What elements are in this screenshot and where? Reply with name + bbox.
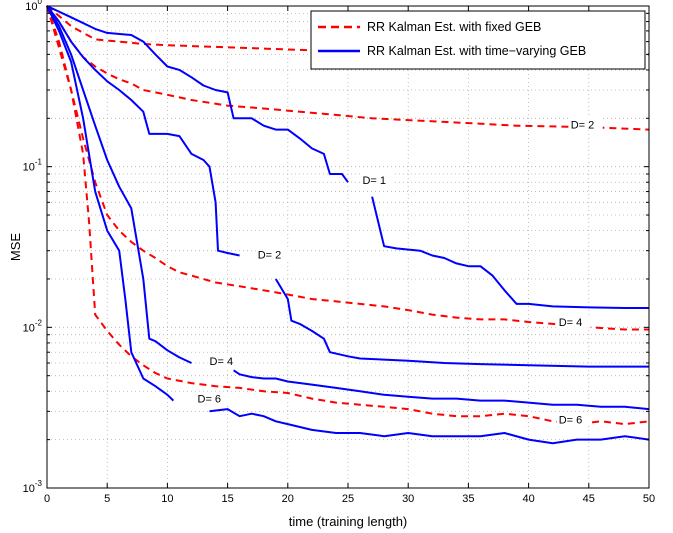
legend-label-fixed: RR Kalman Est. with fixed GEB — [367, 20, 541, 34]
annotation-label: D= 4 — [210, 356, 234, 368]
y-tick-label: 100 — [25, 0, 42, 13]
legend: RR Kalman Est. with fixed GEB RR Kalman … — [310, 10, 646, 70]
x-tick-label: 50 — [643, 493, 655, 505]
annotation-bg — [255, 247, 290, 261]
series-group — [46, 5, 650, 445]
x-tick-label: 45 — [583, 493, 595, 505]
x-tick-label: 35 — [462, 493, 474, 505]
annotation-bg — [556, 314, 591, 328]
legend-box — [310, 10, 646, 70]
annotation-bg — [207, 353, 242, 367]
series-line-varying-11 — [209, 408, 650, 445]
x-tick-label: 15 — [221, 493, 233, 505]
annotation-bg — [360, 173, 395, 187]
x-tick-label: 10 — [161, 493, 173, 505]
annotation-bg — [568, 117, 603, 131]
annotation-label: D= 4 — [559, 317, 583, 329]
annotation-label: D= 2 — [258, 250, 282, 262]
x-axis-label: time (training length) — [289, 514, 408, 529]
series-line-fixed-2 — [46, 5, 649, 331]
x-tick-label: 20 — [282, 493, 294, 505]
legend-label-varying: RR Kalman Est. with time−varying GEB — [367, 44, 586, 58]
x-tick-label: 30 — [402, 493, 414, 505]
series-line-fixed-1 — [46, 5, 650, 131]
series-line-varying-4 — [46, 5, 349, 183]
annotation-label: D= 1 — [362, 175, 386, 187]
annotation-bg — [195, 391, 230, 405]
series-line-varying-9 — [233, 369, 650, 411]
series-line-varying-5 — [371, 196, 649, 309]
x-tick-label: 25 — [342, 493, 354, 505]
series-line-varying-8 — [46, 5, 192, 364]
annotation-bg — [556, 412, 591, 426]
series-line-varying-7 — [274, 278, 649, 368]
y-tick-label: 10-1 — [23, 158, 43, 174]
x-tick-label: 5 — [104, 493, 110, 505]
x-tick-label: 0 — [44, 493, 50, 505]
x-tick-label: 40 — [522, 493, 534, 505]
series-line-varying-6 — [46, 5, 240, 257]
y-axis-label: MSE — [8, 233, 23, 262]
series-line-fixed-3 — [46, 5, 650, 426]
series-line-varying-10 — [46, 5, 175, 402]
ticks: 0 5 10 15 20 25 30 35 40 45 50 100 10-1 10-2 10-3 — [23, 0, 656, 505]
annotation-label: D= 2 — [571, 119, 595, 131]
annotation-label: D= 6 — [559, 414, 583, 426]
y-tick-label: 10-2 — [23, 318, 43, 334]
annotation-label: D= 6 — [198, 394, 222, 406]
y-tick-label: 10-3 — [23, 479, 43, 495]
